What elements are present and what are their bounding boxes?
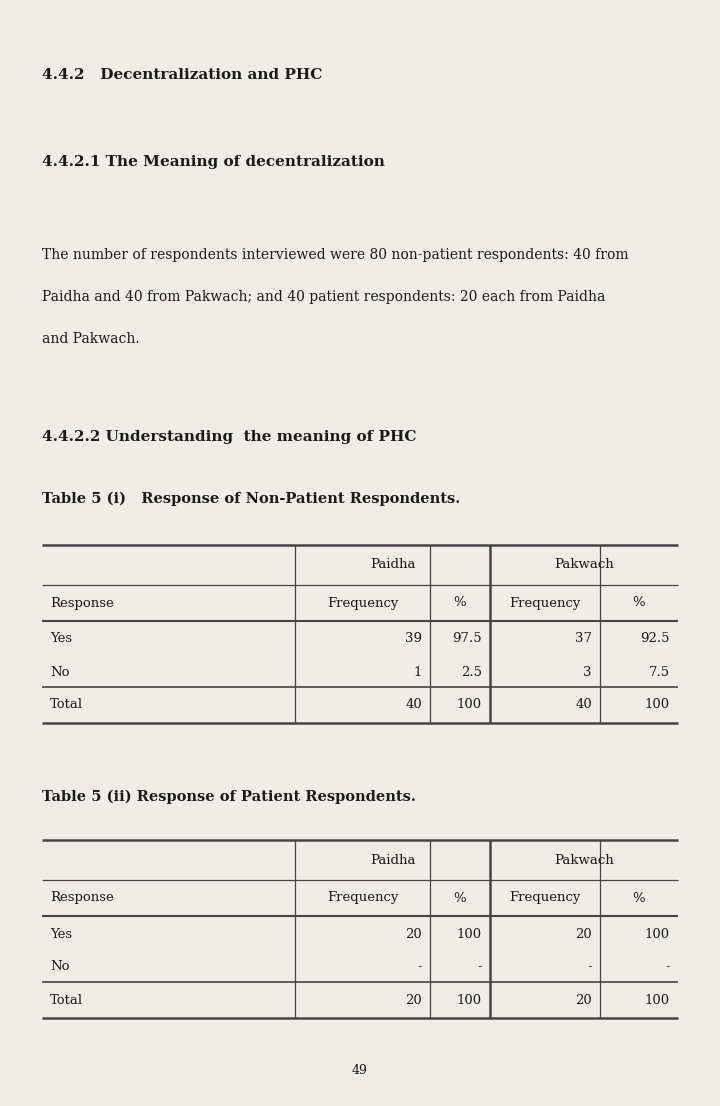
Text: 100: 100 xyxy=(457,699,482,711)
Text: -: - xyxy=(418,960,422,973)
Text: Total: Total xyxy=(50,699,83,711)
Text: -: - xyxy=(477,960,482,973)
Text: 39: 39 xyxy=(405,633,422,646)
Text: 97.5: 97.5 xyxy=(452,633,482,646)
Text: No: No xyxy=(50,666,70,678)
Text: 37: 37 xyxy=(575,633,592,646)
Text: 7.5: 7.5 xyxy=(649,666,670,678)
Text: The number of respondents interviewed were 80 non-patient respondents: 40 from: The number of respondents interviewed we… xyxy=(42,248,629,262)
Text: 20: 20 xyxy=(405,993,422,1006)
Text: 4.4.2.1 The Meaning of decentralization: 4.4.2.1 The Meaning of decentralization xyxy=(42,155,385,169)
Text: No: No xyxy=(50,960,70,973)
Text: %: % xyxy=(454,596,467,609)
Text: %: % xyxy=(454,891,467,905)
Text: Response: Response xyxy=(50,596,114,609)
Text: Frequency: Frequency xyxy=(327,891,398,905)
Text: 40: 40 xyxy=(405,699,422,711)
Text: Frequency: Frequency xyxy=(509,891,581,905)
Text: Paidha: Paidha xyxy=(370,854,415,866)
Text: %: % xyxy=(633,891,645,905)
Text: %: % xyxy=(633,596,645,609)
Text: 20: 20 xyxy=(405,928,422,940)
Text: and Pakwach.: and Pakwach. xyxy=(42,332,140,346)
Text: 40: 40 xyxy=(575,699,592,711)
Text: 100: 100 xyxy=(457,928,482,940)
Text: 4.4.2.2 Understanding  the meaning of PHC: 4.4.2.2 Understanding the meaning of PHC xyxy=(42,430,416,444)
Text: Paidha and 40 from Pakwach; and 40 patient respondents: 20 each from Paidha: Paidha and 40 from Pakwach; and 40 patie… xyxy=(42,290,606,304)
Text: 100: 100 xyxy=(645,928,670,940)
Text: Pakwach: Pakwach xyxy=(554,854,614,866)
Text: -: - xyxy=(588,960,592,973)
Text: 20: 20 xyxy=(575,928,592,940)
Text: Table 5 (i)   Response of Non-Patient Respondents.: Table 5 (i) Response of Non-Patient Resp… xyxy=(42,492,460,507)
Text: Yes: Yes xyxy=(50,633,72,646)
Text: Response: Response xyxy=(50,891,114,905)
Text: Yes: Yes xyxy=(50,928,72,940)
Text: 1: 1 xyxy=(413,666,422,678)
Text: Pakwach: Pakwach xyxy=(554,559,614,572)
Text: 20: 20 xyxy=(575,993,592,1006)
Text: 4.4.2   Decentralization and PHC: 4.4.2 Decentralization and PHC xyxy=(42,67,323,82)
Text: Frequency: Frequency xyxy=(509,596,581,609)
Text: 100: 100 xyxy=(645,993,670,1006)
Text: Frequency: Frequency xyxy=(327,596,398,609)
Text: 2.5: 2.5 xyxy=(461,666,482,678)
Text: Total: Total xyxy=(50,993,83,1006)
Text: 3: 3 xyxy=(583,666,592,678)
Text: 92.5: 92.5 xyxy=(641,633,670,646)
Text: 100: 100 xyxy=(645,699,670,711)
Text: Table 5 (ii) Response of Patient Respondents.: Table 5 (ii) Response of Patient Respond… xyxy=(42,790,416,804)
Text: -: - xyxy=(665,960,670,973)
Text: 100: 100 xyxy=(457,993,482,1006)
Text: Paidha: Paidha xyxy=(370,559,415,572)
Text: 49: 49 xyxy=(352,1064,368,1076)
